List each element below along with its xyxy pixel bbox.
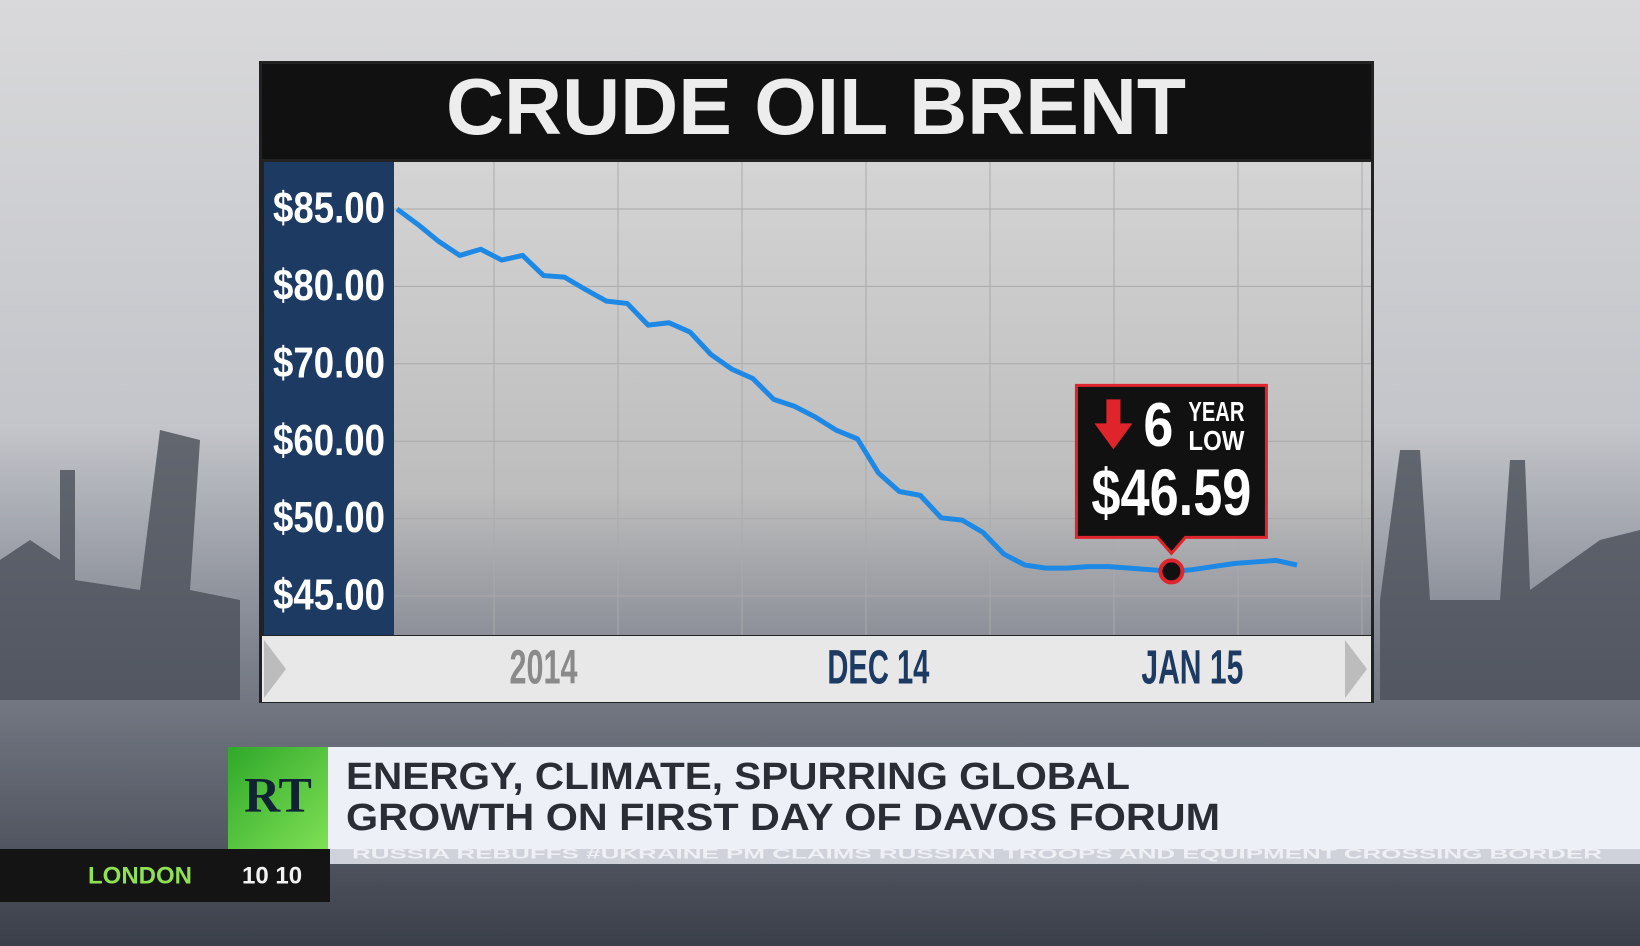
band-arrow (1345, 640, 1367, 698)
y-tick-label: $80.00 (273, 261, 385, 310)
headline-band (328, 747, 1640, 849)
x-tick-label: DEC 14 (827, 642, 929, 695)
x-tick-label: JAN 15 (1141, 642, 1243, 695)
price-line (395, 206, 1298, 574)
y-tick-label: $45.00 (273, 571, 385, 620)
x-axis-band (262, 636, 1371, 702)
y-axis-panel (264, 162, 394, 635)
headline-line: GROWTH ON FIRST DAY OF DAVOS FORUM (346, 797, 1220, 839)
logo: RT (244, 766, 312, 822)
title-band (262, 64, 1371, 159)
band-arrow (264, 640, 286, 698)
ticker: RUSSIA REBUFFS #UKRAINE PM CLAIMS RUSSIA… (352, 846, 1602, 862)
callout-number: 6 (1143, 391, 1173, 460)
headline-line: ENERGY, CLIMATE, SPURRING GLOBAL (346, 756, 1130, 798)
plot: $85.00 $80.00 $70.00 $60.00 $50.00 $45.00 2014… (273, 184, 1371, 695)
logo-box (228, 747, 328, 849)
callout-text: LOW (1188, 425, 1244, 456)
time: 10 10 (242, 862, 302, 889)
oilfield-silhouette (1380, 450, 1640, 700)
y-tick-label: $60.00 (273, 416, 385, 465)
location: LONDON (88, 862, 192, 889)
ticker-band (328, 849, 1640, 864)
y-tick-label: $70.00 (273, 338, 385, 387)
x-tick-label: 2014 (510, 642, 578, 695)
clock-bar (0, 849, 330, 902)
down-arrow (1094, 399, 1133, 450)
y-tick-label: $50.00 (273, 493, 385, 542)
chart-title: CRUDE OIL BRENT (446, 62, 1186, 151)
y-tick-label: $85.00 (273, 184, 385, 233)
oilfield-silhouette (0, 430, 240, 700)
low-marker (1158, 558, 1185, 585)
callout-text: YEAR (1188, 396, 1244, 427)
callout-value: $46.59 (1091, 455, 1251, 529)
